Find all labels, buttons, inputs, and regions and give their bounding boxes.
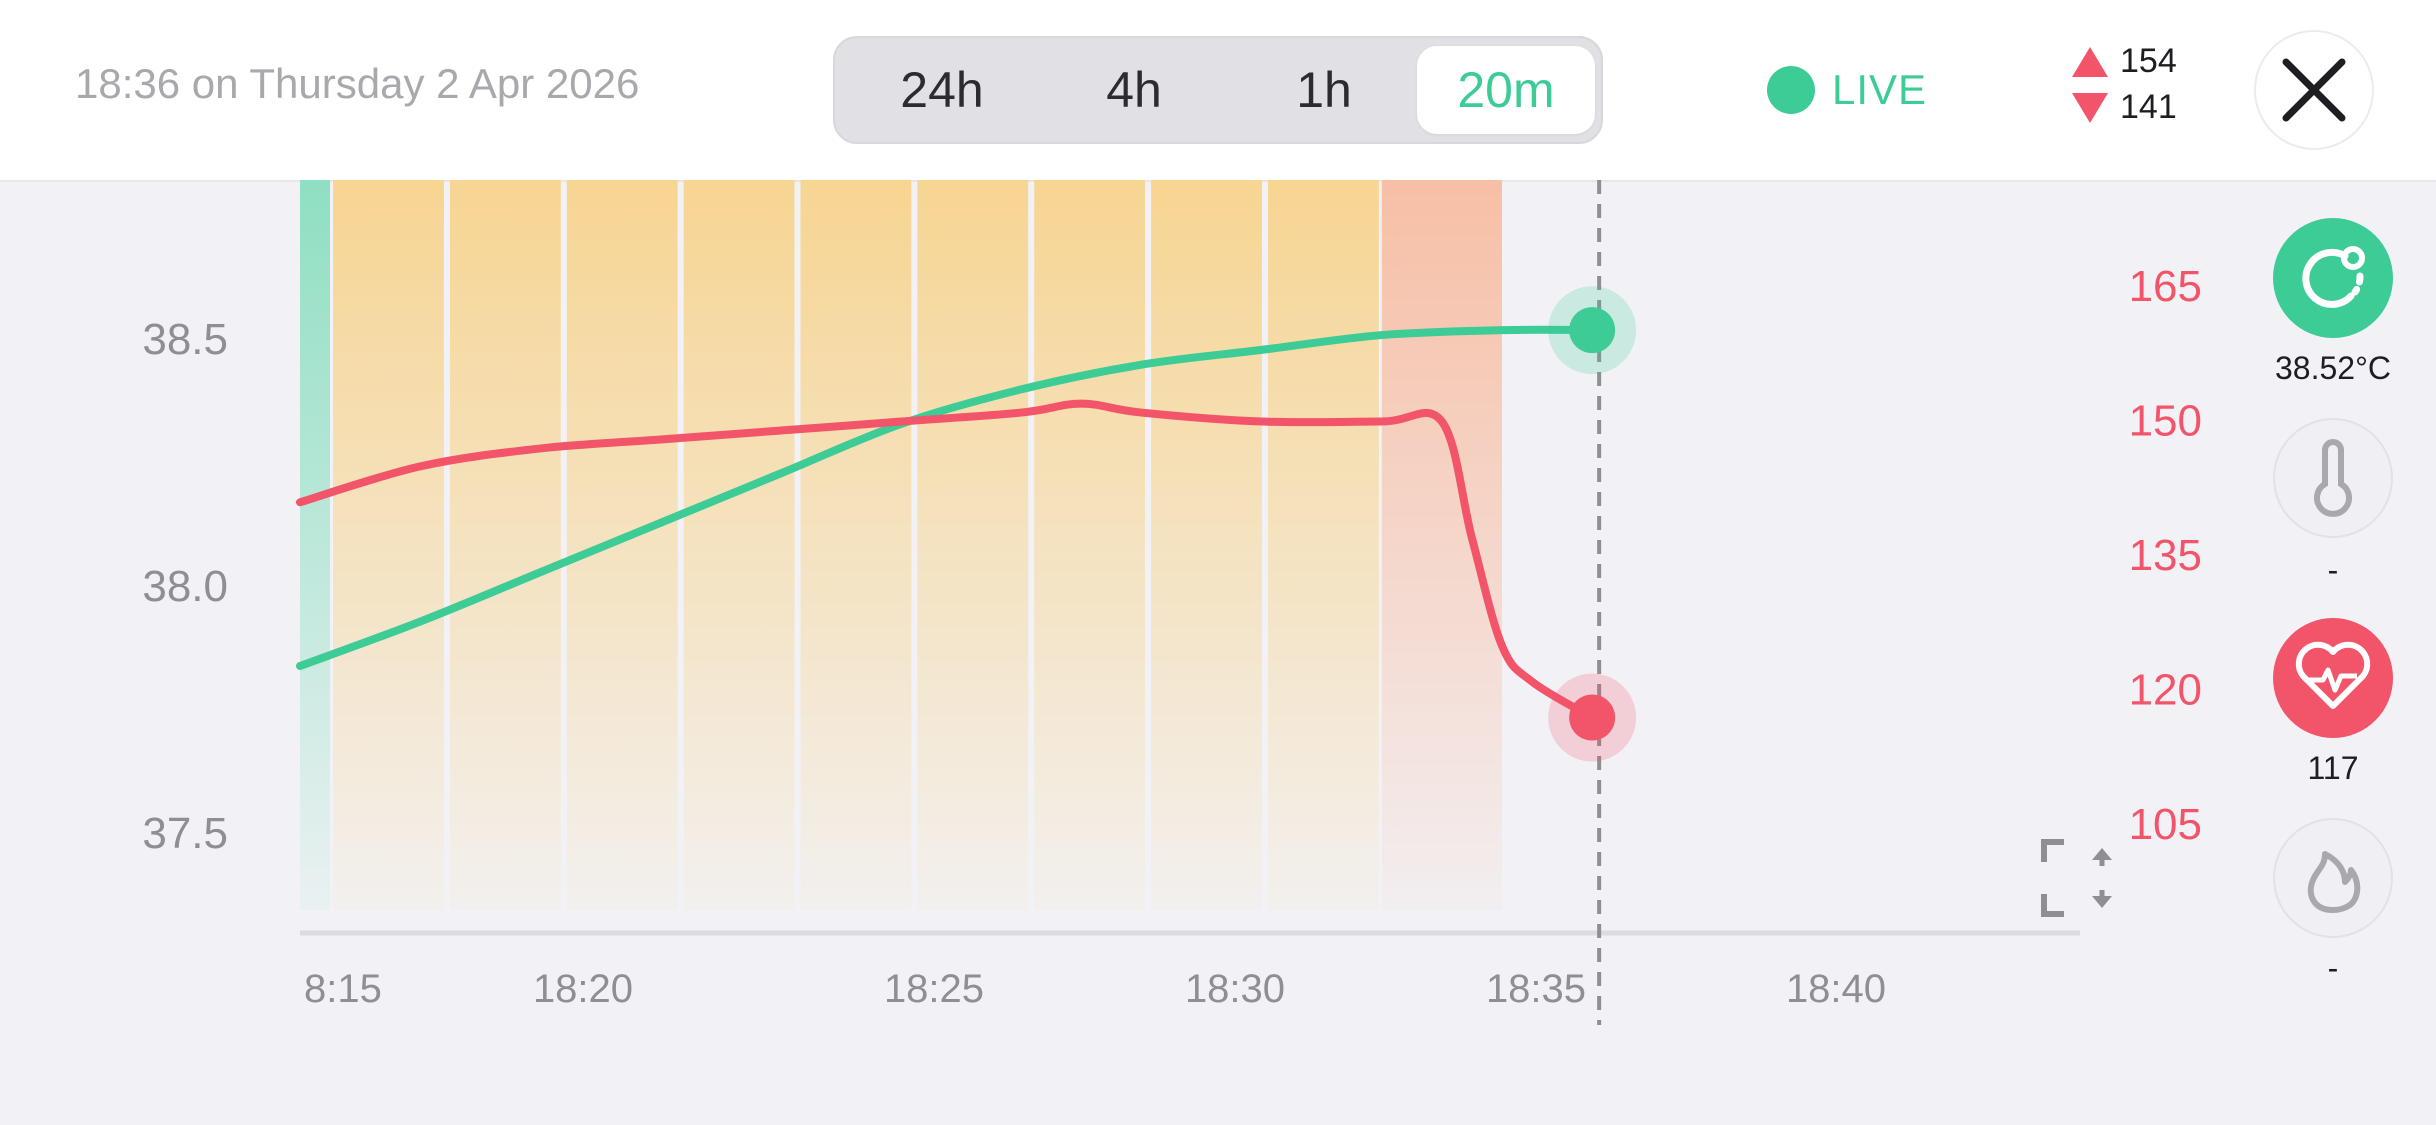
heart-rate-tick-label: 135 [2129, 531, 2202, 580]
zone-band [683, 180, 795, 910]
zone-band [917, 180, 1029, 910]
zone-band [1151, 180, 1262, 910]
flame-icon [2307, 851, 2361, 913]
zone-band [1381, 180, 1502, 910]
triangle-down-icon [2072, 93, 2108, 123]
heart-rate-button[interactable] [2273, 618, 2393, 738]
heart-rate-tick-label: 165 [2129, 262, 2202, 311]
temperature-sensor-value: 38.52°C [2275, 350, 2391, 386]
zone-band [800, 180, 912, 910]
temperature-tick-label: 38.0 [142, 562, 228, 611]
thermometer-button[interactable] [2273, 418, 2393, 538]
live-indicator-dot [1767, 66, 1815, 114]
temperature-sensor-button[interactable] [2273, 218, 2393, 338]
heart-rate-low: 141 [2120, 88, 2177, 126]
temperature-axis: 37.5 38.0 38.5 [142, 315, 228, 858]
flame-value: - [2327, 950, 2339, 986]
zone-band [566, 180, 678, 910]
expand-chart-button[interactable] [2040, 838, 2120, 918]
temperature-current-marker [1569, 307, 1616, 354]
zone-band [300, 180, 331, 910]
heart-rate-line [296, 399, 1597, 722]
sensor-icon [2302, 246, 2365, 308]
time-tick-label: 18:40 [1786, 967, 1886, 1011]
range-24h-button[interactable]: 24h [900, 62, 984, 118]
close-button[interactable] [2254, 30, 2374, 150]
thermometer-icon [2314, 439, 2352, 517]
heart-pulse-icon [2295, 641, 2371, 709]
heart-rate-high: 154 [2120, 42, 2177, 80]
zone-band [1034, 180, 1146, 910]
zone-bands [300, 180, 1502, 910]
heart-rate-axis: 105 120 135 150 165 [2129, 262, 2202, 849]
time-tick-label: 8:15 [304, 967, 382, 1011]
time-range-selector: 24h 4h 1h 20m [833, 36, 1603, 144]
range-1h-button[interactable]: 1h [1296, 62, 1352, 118]
zone-band [449, 180, 561, 910]
triangle-up-icon [2072, 47, 2108, 77]
range-20m-button[interactable]: 20m [1417, 46, 1595, 134]
time-tick-label: 18:30 [1185, 967, 1285, 1011]
live-label: LIVE [1832, 66, 1928, 113]
zone-band [1267, 180, 1379, 910]
thermometer-value: - [2327, 552, 2339, 588]
series-lines [296, 325, 1597, 722]
time-axis: 8:15 18:20 18:25 18:30 18:35 18:40 [304, 967, 1886, 1011]
time-tick-label: 18:20 [533, 967, 633, 1011]
heart-rate-tick-label: 120 [2129, 666, 2202, 715]
current-datetime: 18:36 on Thursday 2 Apr 2026 [75, 60, 640, 107]
series-markers [1548, 286, 1637, 762]
heart-rate-value: 117 [2307, 750, 2359, 786]
temperature-tick-label: 38.5 [142, 315, 228, 364]
close-icon [2282, 58, 2346, 122]
top-bar: 18:36 on Thursday 2 Apr 2026 24h 4h 1h 2… [0, 0, 2436, 182]
temperature-tick-label: 37.5 [142, 809, 228, 858]
zone-band [333, 180, 444, 910]
heart-rate-tick-label: 105 [2129, 800, 2202, 849]
time-tick-label: 18:25 [884, 967, 984, 1011]
expand-icon [2041, 839, 2112, 917]
heart-rate-current-marker [1569, 694, 1616, 741]
flame-button[interactable] [2273, 818, 2393, 938]
time-tick-label: 18:35 [1486, 967, 1586, 1011]
heart-rate-tick-label: 150 [2129, 397, 2202, 446]
temperature-line [296, 325, 1597, 671]
range-4h-button[interactable]: 4h [1106, 62, 1162, 118]
